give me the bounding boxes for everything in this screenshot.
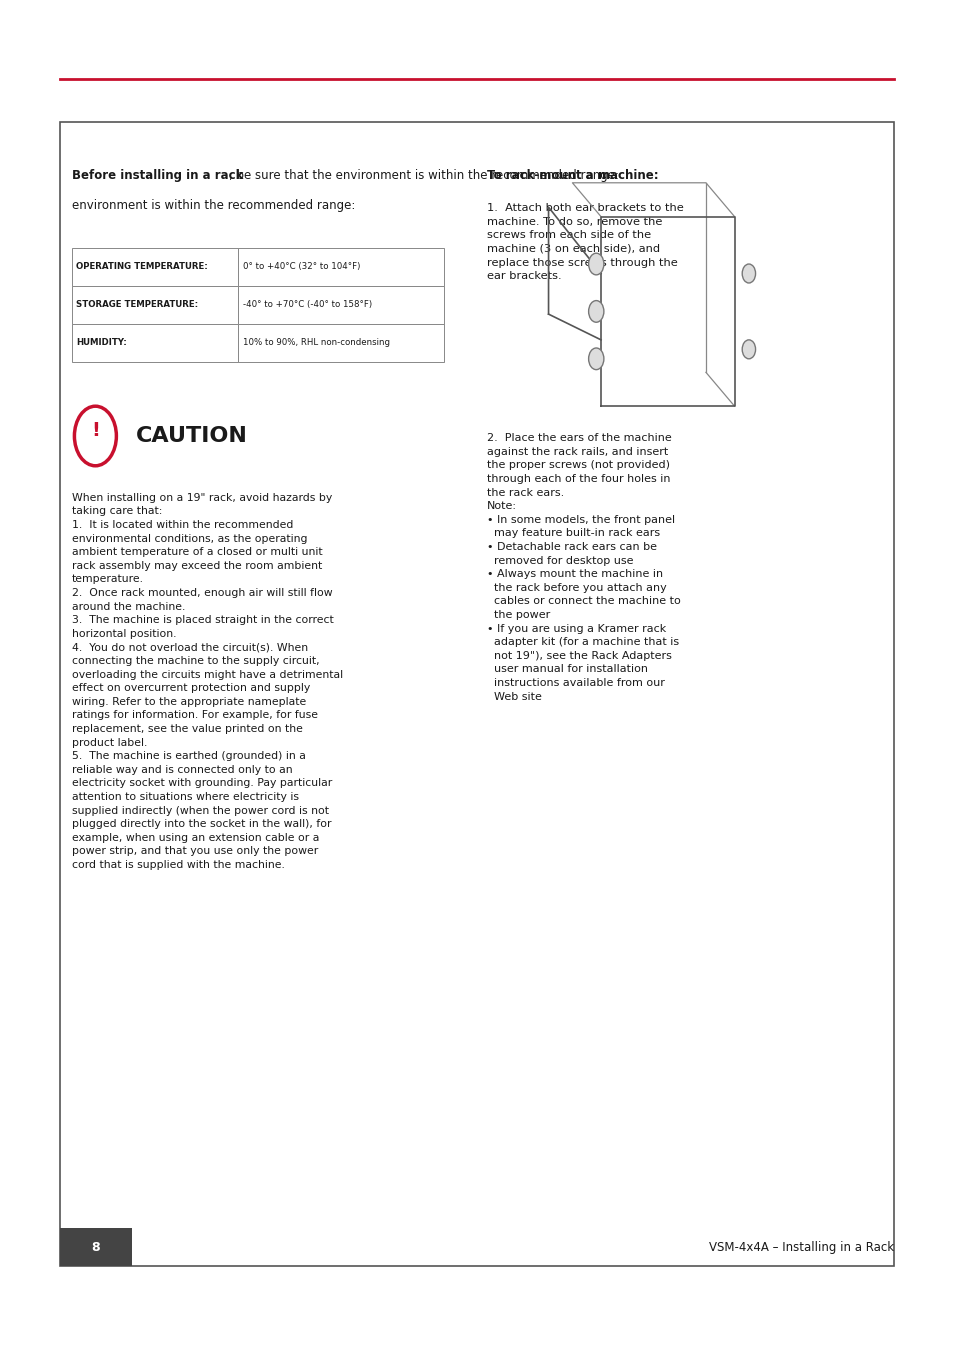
FancyBboxPatch shape [71, 286, 238, 324]
Text: When installing on a 19" rack, avoid hazards by
taking care that:
1.  It is loca: When installing on a 19" rack, avoid haz… [71, 493, 342, 871]
FancyBboxPatch shape [238, 324, 443, 362]
Circle shape [741, 340, 755, 359]
Circle shape [74, 406, 116, 466]
Text: VSM-4x4A – Installing in a Rack: VSM-4x4A – Installing in a Rack [708, 1240, 893, 1254]
FancyBboxPatch shape [238, 286, 443, 324]
Text: , be sure that the environment is within the recommended range:: , be sure that the environment is within… [229, 169, 618, 183]
Text: CAUTION: CAUTION [135, 427, 247, 445]
Text: To rack-mount a machine:: To rack-mount a machine: [486, 169, 658, 183]
Text: !: ! [91, 421, 100, 440]
Text: OPERATING TEMPERATURE:: OPERATING TEMPERATURE: [76, 263, 208, 271]
Circle shape [588, 253, 603, 275]
Circle shape [588, 301, 603, 322]
FancyBboxPatch shape [60, 1228, 132, 1266]
Text: 8: 8 [91, 1240, 100, 1254]
Text: STORAGE TEMPERATURE:: STORAGE TEMPERATURE: [76, 301, 198, 309]
Text: HUMIDITY:: HUMIDITY: [76, 338, 127, 347]
Text: 10% to 90%, RHL non-condensing: 10% to 90%, RHL non-condensing [243, 338, 390, 347]
Text: environment is within the recommended range:: environment is within the recommended ra… [71, 199, 355, 213]
Text: -40° to +70°C (-40° to 158°F): -40° to +70°C (-40° to 158°F) [243, 301, 372, 309]
Circle shape [741, 264, 755, 283]
Text: 0° to +40°C (32° to 104°F): 0° to +40°C (32° to 104°F) [243, 263, 360, 271]
Text: 1.  Attach both ear brackets to the
machine. To do so, remove the
screws from ea: 1. Attach both ear brackets to the machi… [486, 203, 682, 282]
FancyBboxPatch shape [238, 248, 443, 286]
FancyBboxPatch shape [71, 248, 238, 286]
FancyBboxPatch shape [71, 324, 238, 362]
Text: Before installing in a rack: Before installing in a rack [71, 169, 243, 183]
Text: 2.  Place the ears of the machine
against the rack rails, and insert
the proper : 2. Place the ears of the machine against… [486, 433, 679, 701]
Circle shape [588, 348, 603, 370]
FancyBboxPatch shape [60, 122, 893, 1266]
